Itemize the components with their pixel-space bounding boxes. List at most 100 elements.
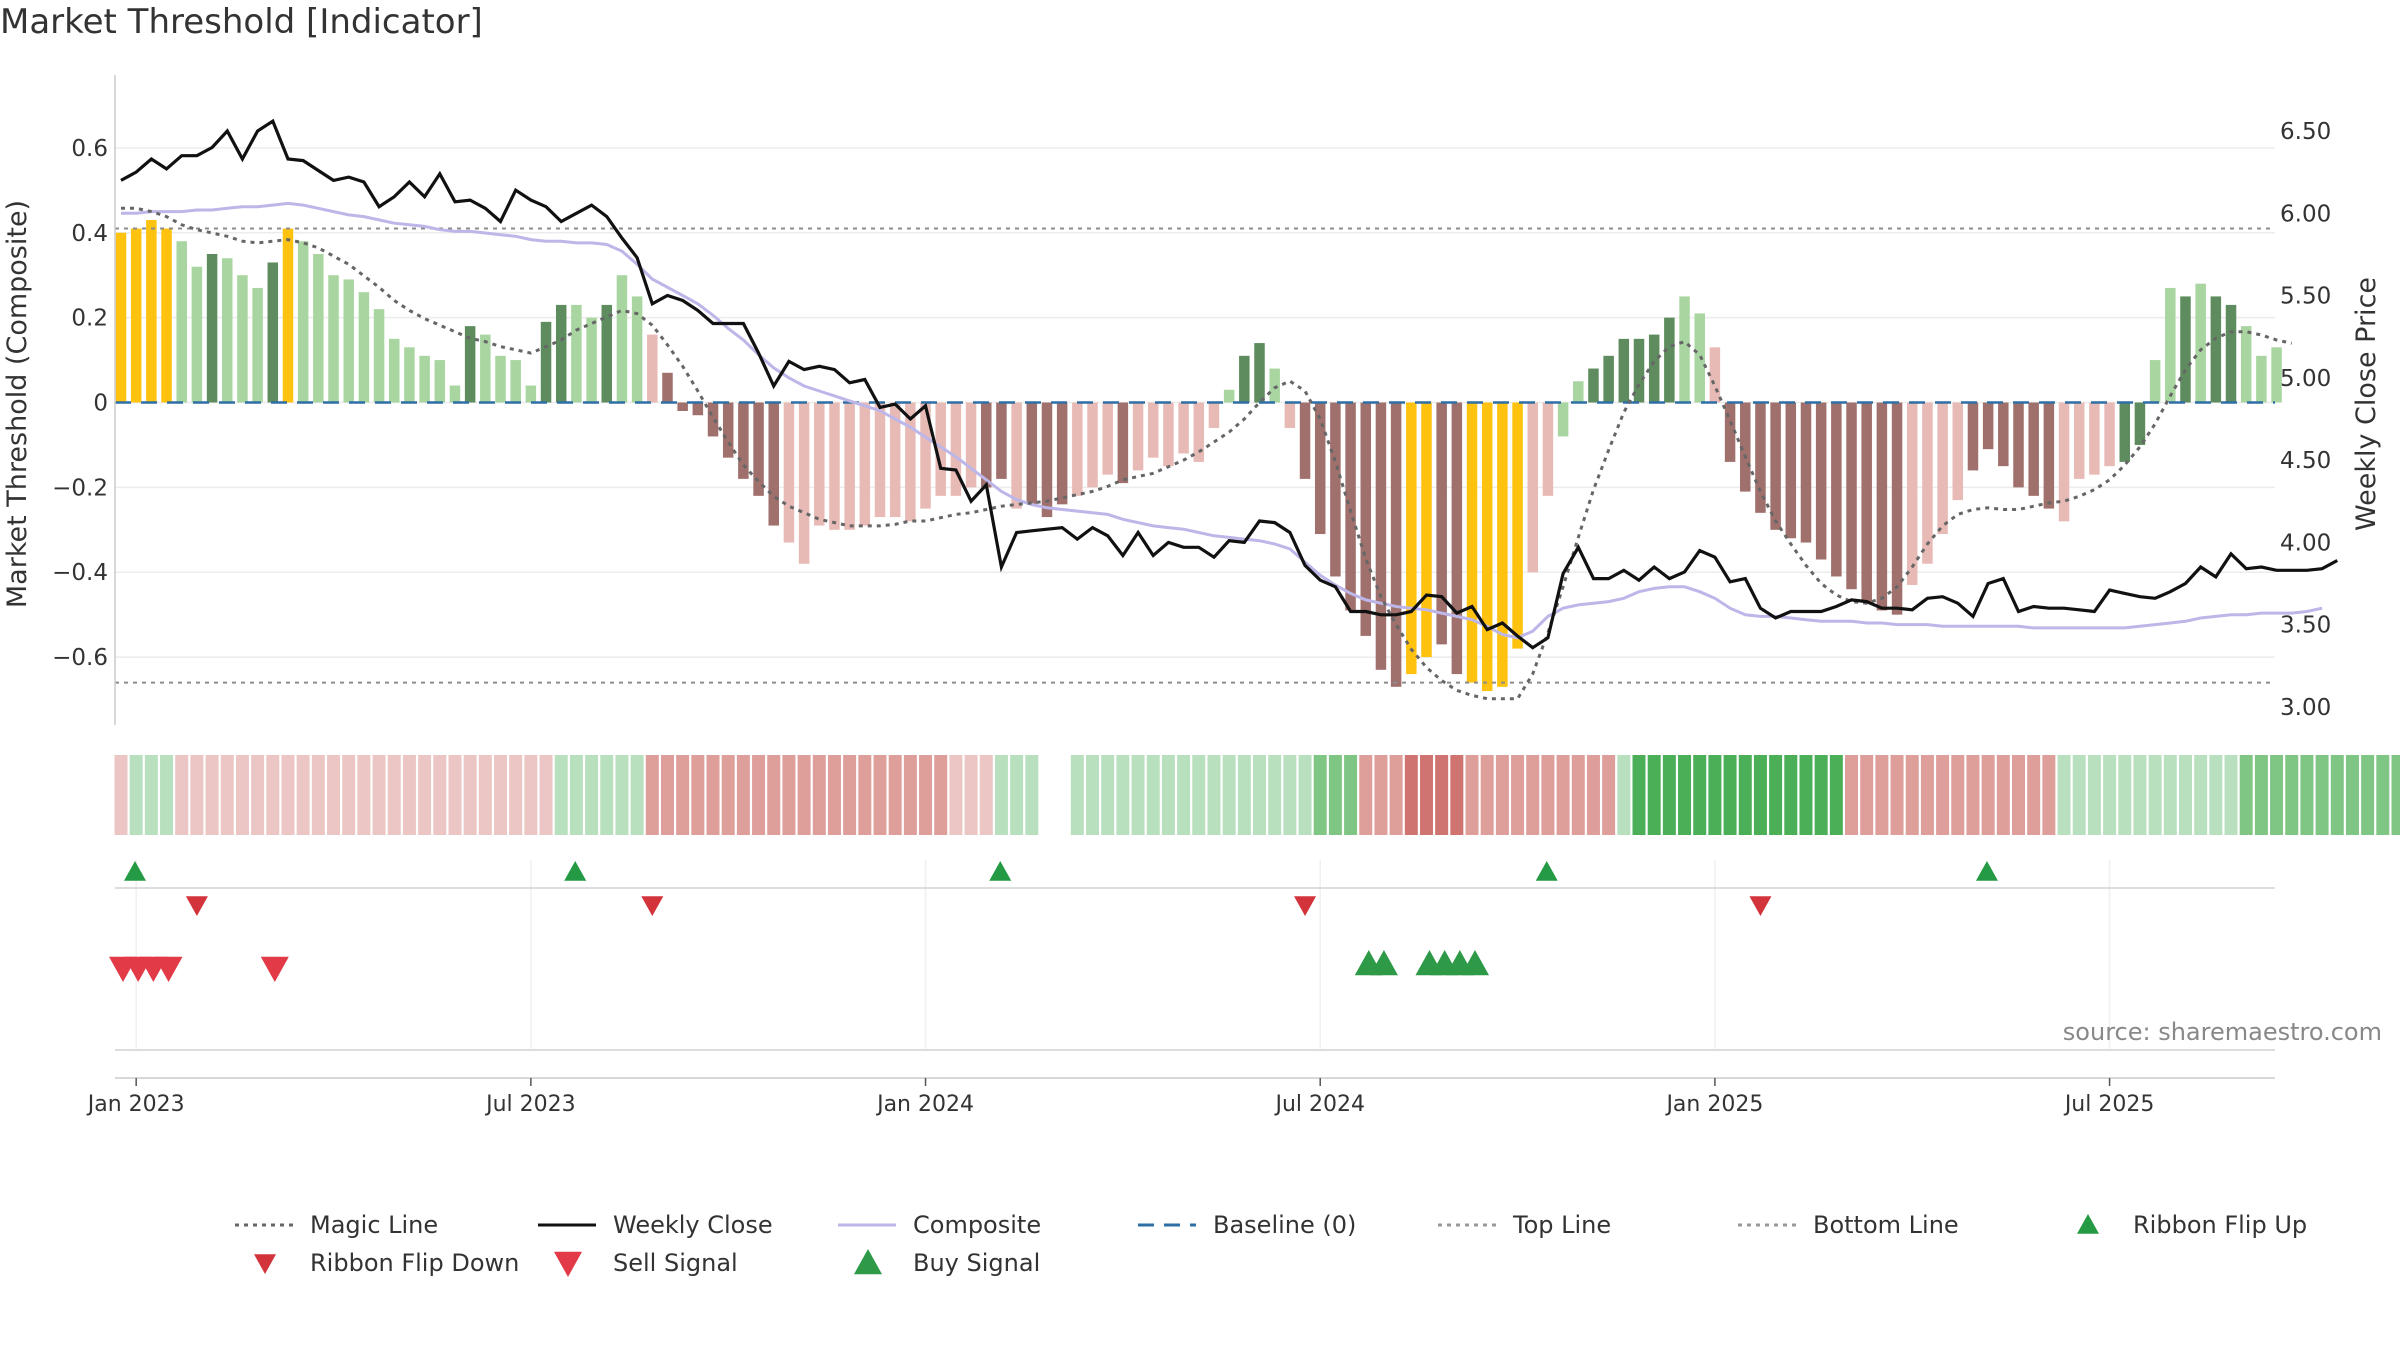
ribbon-cell bbox=[418, 755, 431, 835]
ribbon-cell bbox=[2346, 755, 2359, 835]
ribbon-flip-up-marker bbox=[1536, 861, 1558, 881]
right-axis-label: Weekly Close Price bbox=[2351, 277, 2382, 531]
ribbon-cell bbox=[433, 755, 446, 835]
composite-bar bbox=[799, 403, 810, 564]
composite-bar bbox=[2028, 403, 2039, 496]
ribbon-cell bbox=[221, 755, 234, 835]
ribbon-cell bbox=[2225, 755, 2238, 835]
composite-bar bbox=[1285, 403, 1296, 428]
composite-bar bbox=[1118, 403, 1129, 484]
ribbon-cell bbox=[1769, 755, 1782, 835]
ribbon-cell bbox=[464, 755, 477, 835]
composite-bar bbox=[131, 229, 142, 403]
composite-bar bbox=[1011, 403, 1022, 509]
composite-bar bbox=[1922, 403, 1933, 564]
composite-bar bbox=[1148, 403, 1159, 458]
ribbon-cell bbox=[2012, 755, 2025, 835]
ribbon-cell bbox=[874, 755, 887, 835]
ribbon-cell bbox=[2376, 755, 2389, 835]
ribbon-cell bbox=[251, 755, 264, 835]
ribbon-cell bbox=[2133, 755, 2146, 835]
ribbon-cell bbox=[1587, 755, 1600, 835]
composite-bar bbox=[1254, 343, 1265, 402]
x-tick-label: Jul 2024 bbox=[1273, 1092, 1365, 1117]
composite-bar bbox=[617, 275, 628, 402]
composite-bar bbox=[1861, 403, 1872, 602]
composite-bar bbox=[313, 254, 324, 403]
ribbon-cell bbox=[707, 755, 720, 835]
composite-bar bbox=[1436, 403, 1447, 645]
right-tick-label: 3.50 bbox=[2280, 613, 2331, 639]
ribbon-cell bbox=[1466, 755, 1479, 835]
x-tick-label: Jan 2023 bbox=[86, 1092, 185, 1117]
ribbon-cell bbox=[919, 755, 932, 835]
composite-bar bbox=[480, 335, 491, 403]
ribbon-cell bbox=[1405, 755, 1418, 835]
ribbon-flip-down-marker bbox=[1294, 896, 1316, 916]
ribbon-cell bbox=[479, 755, 492, 835]
ribbon-cell bbox=[1329, 755, 1342, 835]
left-tick-label: −0.2 bbox=[52, 475, 108, 501]
ribbon-cell bbox=[1025, 755, 1038, 835]
ribbon-cell bbox=[2164, 755, 2177, 835]
left-axis-label: Market Threshold (Composite) bbox=[2, 200, 33, 608]
composite-bar bbox=[1816, 403, 1827, 560]
ribbon-cell bbox=[130, 755, 143, 835]
ribbon-cell bbox=[373, 755, 386, 835]
composite-bar bbox=[875, 403, 886, 518]
ribbon-cell bbox=[631, 755, 644, 835]
right-tick-label: 6.50 bbox=[2280, 119, 2331, 145]
composite-bar bbox=[1269, 369, 1280, 403]
composite-bar bbox=[708, 403, 719, 437]
left-tick-label: −0.4 bbox=[52, 560, 108, 586]
composite-bar bbox=[1588, 369, 1599, 403]
ribbon-cell bbox=[1299, 755, 1312, 835]
ribbon-cell bbox=[798, 755, 811, 835]
composite-bar bbox=[723, 403, 734, 458]
composite-bar bbox=[1330, 403, 1341, 577]
composite-bar bbox=[328, 275, 339, 402]
composite-bar bbox=[1846, 403, 1857, 590]
legend-label: Sell Signal bbox=[613, 1249, 738, 1277]
composite-bar bbox=[1831, 403, 1842, 577]
ribbon-cell bbox=[1177, 755, 1190, 835]
composite-bar bbox=[2044, 403, 2054, 509]
composite-bar bbox=[1239, 356, 1250, 403]
legend-label: Magic Line bbox=[310, 1211, 438, 1239]
composite-bar bbox=[2211, 296, 2222, 402]
composite-bar bbox=[1801, 403, 1812, 543]
composite-bar bbox=[1543, 403, 1554, 496]
ribbon-cell bbox=[1799, 755, 1812, 835]
composite-bar bbox=[237, 275, 248, 402]
legend-item: Magic Line bbox=[235, 1211, 438, 1239]
ribbon-cell bbox=[980, 755, 993, 835]
composite-bar bbox=[116, 233, 127, 403]
composite-bar bbox=[1649, 335, 1660, 403]
ribbon-cell bbox=[1754, 755, 1767, 835]
composite-bar bbox=[951, 403, 962, 496]
left-tick-label: 0 bbox=[93, 391, 108, 417]
ribbon-cell bbox=[767, 755, 780, 835]
composite-bar bbox=[146, 220, 157, 402]
ribbon-cell bbox=[858, 755, 871, 835]
composite-bar bbox=[1983, 403, 1994, 450]
ribbon-cell bbox=[1648, 755, 1661, 835]
ribbon-cell bbox=[494, 755, 507, 835]
ribbon-cell bbox=[1192, 755, 1205, 835]
legend-label: Composite bbox=[913, 1211, 1041, 1239]
ribbon-cell bbox=[1238, 755, 1251, 835]
ribbon-cell bbox=[540, 755, 553, 835]
x-tick-label: Jan 2025 bbox=[1664, 1092, 1763, 1117]
x-tick-label: Jul 2025 bbox=[2063, 1092, 2155, 1117]
ribbon-cell bbox=[691, 755, 704, 835]
composite-bar bbox=[1300, 403, 1311, 479]
composite-bar bbox=[1376, 403, 1387, 670]
composite-bar bbox=[510, 360, 521, 402]
composite-bar bbox=[2150, 360, 2161, 402]
x-tick-label: Jul 2023 bbox=[484, 1092, 576, 1117]
ribbon-cell bbox=[1101, 755, 1114, 835]
composite-bar bbox=[374, 309, 385, 402]
composite-bar bbox=[647, 335, 658, 403]
composite-bar bbox=[541, 322, 552, 403]
